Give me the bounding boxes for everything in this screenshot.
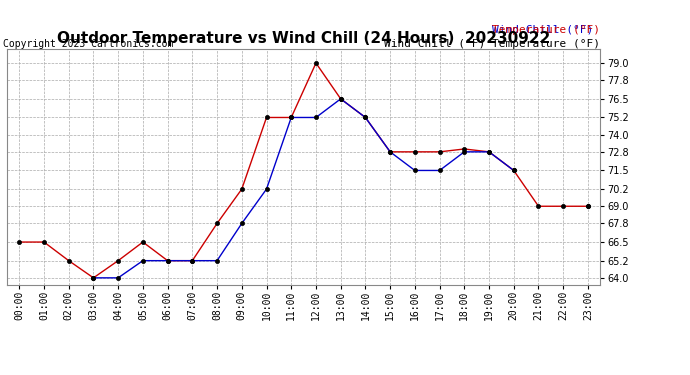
Title: Outdoor Temperature vs Wind Chill (24 Hours)  20230922: Outdoor Temperature vs Wind Chill (24 Ho… <box>57 31 551 46</box>
Text: Wind Chill (°F) Temperature (°F): Wind Chill (°F) Temperature (°F) <box>384 39 600 50</box>
Text: Wind Chill (°F): Wind Chill (°F) <box>492 25 600 34</box>
Text: Temperature (°F): Temperature (°F) <box>492 25 600 34</box>
Text: Copyright 2023 Cartronics.com: Copyright 2023 Cartronics.com <box>3 39 174 50</box>
